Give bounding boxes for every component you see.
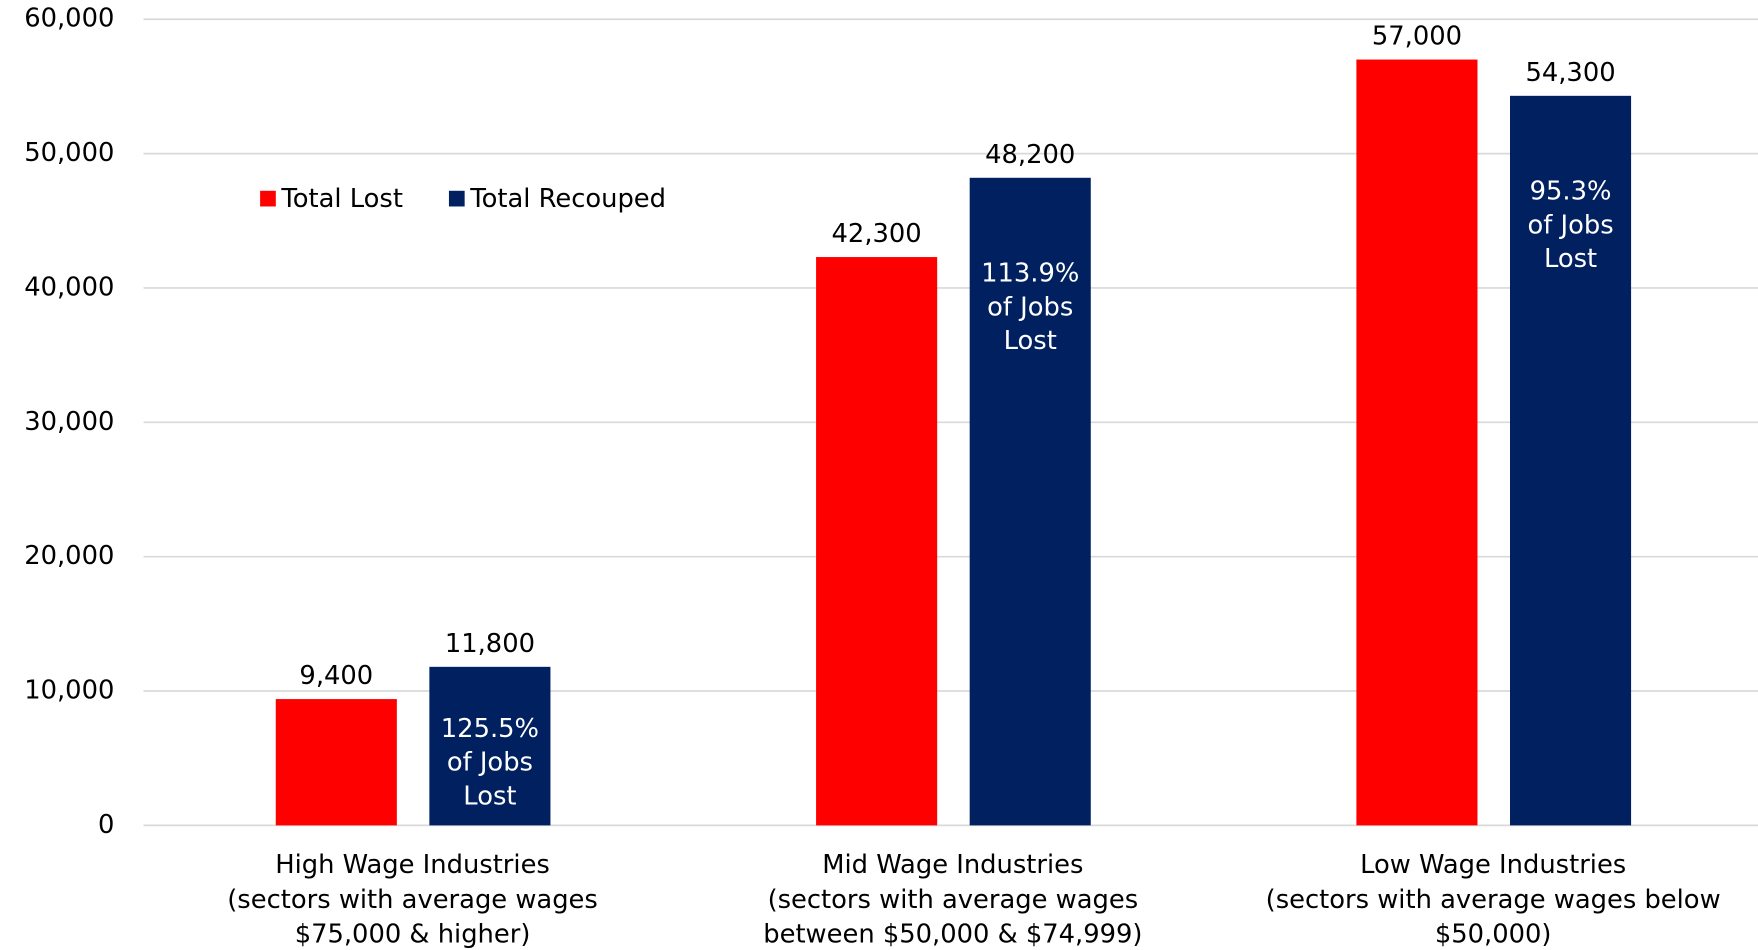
y-tick-label: 40,000 [24, 272, 114, 302]
annotation: Lost [1004, 326, 1057, 356]
annotation: of Jobs [987, 292, 1073, 322]
data-label: 9,400 [299, 661, 373, 691]
bar [816, 257, 938, 826]
y-tick-label: 60,000 [24, 4, 114, 34]
data-label: 42,300 [832, 219, 922, 249]
y-tick-label: 30,000 [24, 407, 114, 437]
annotation: 95.3% [1530, 177, 1612, 207]
data-label: 57,000 [1372, 22, 1462, 52]
legend-label: Total Recouped [469, 184, 666, 214]
y-tick-label: 20,000 [24, 541, 114, 571]
bar [969, 177, 1091, 826]
data-label: 48,200 [985, 140, 1075, 170]
bar [1509, 95, 1632, 826]
annotation: of Jobs [447, 748, 533, 778]
x-tick-label: between $50,000 & $74,999) [763, 920, 1142, 950]
bar [275, 699, 397, 826]
annotation: 113.9% [981, 259, 1079, 289]
x-tick-label: (sectors with average wages [227, 885, 598, 915]
y-tick-label: 0 [98, 810, 114, 840]
x-tick-label: High Wage Industries [275, 850, 550, 880]
bar [429, 666, 551, 826]
annotation: 125.5% [441, 714, 539, 744]
bar [1356, 59, 1478, 826]
x-tick-label: (sectors with average wages [768, 885, 1139, 915]
legend-swatch [260, 190, 276, 207]
x-tick-label: $50,000) [1435, 920, 1552, 950]
x-tick-label: $75,000 & higher) [295, 920, 531, 950]
y-tick-label: 50,000 [24, 138, 114, 168]
x-tick-label: Mid Wage Industries [822, 850, 1083, 880]
legend-swatch [448, 190, 465, 207]
data-label: 11,800 [445, 629, 535, 659]
annotation: Lost [463, 781, 516, 811]
x-tick-label: (sectors with average wages below [1266, 885, 1721, 915]
legend-label: Total Lost [280, 184, 403, 214]
data-label: 54,300 [1525, 58, 1615, 88]
y-tick-label: 10,000 [24, 676, 114, 706]
annotation: Lost [1544, 244, 1597, 274]
annotation: of Jobs [1527, 210, 1613, 240]
x-tick-label: Low Wage Industries [1360, 850, 1626, 880]
